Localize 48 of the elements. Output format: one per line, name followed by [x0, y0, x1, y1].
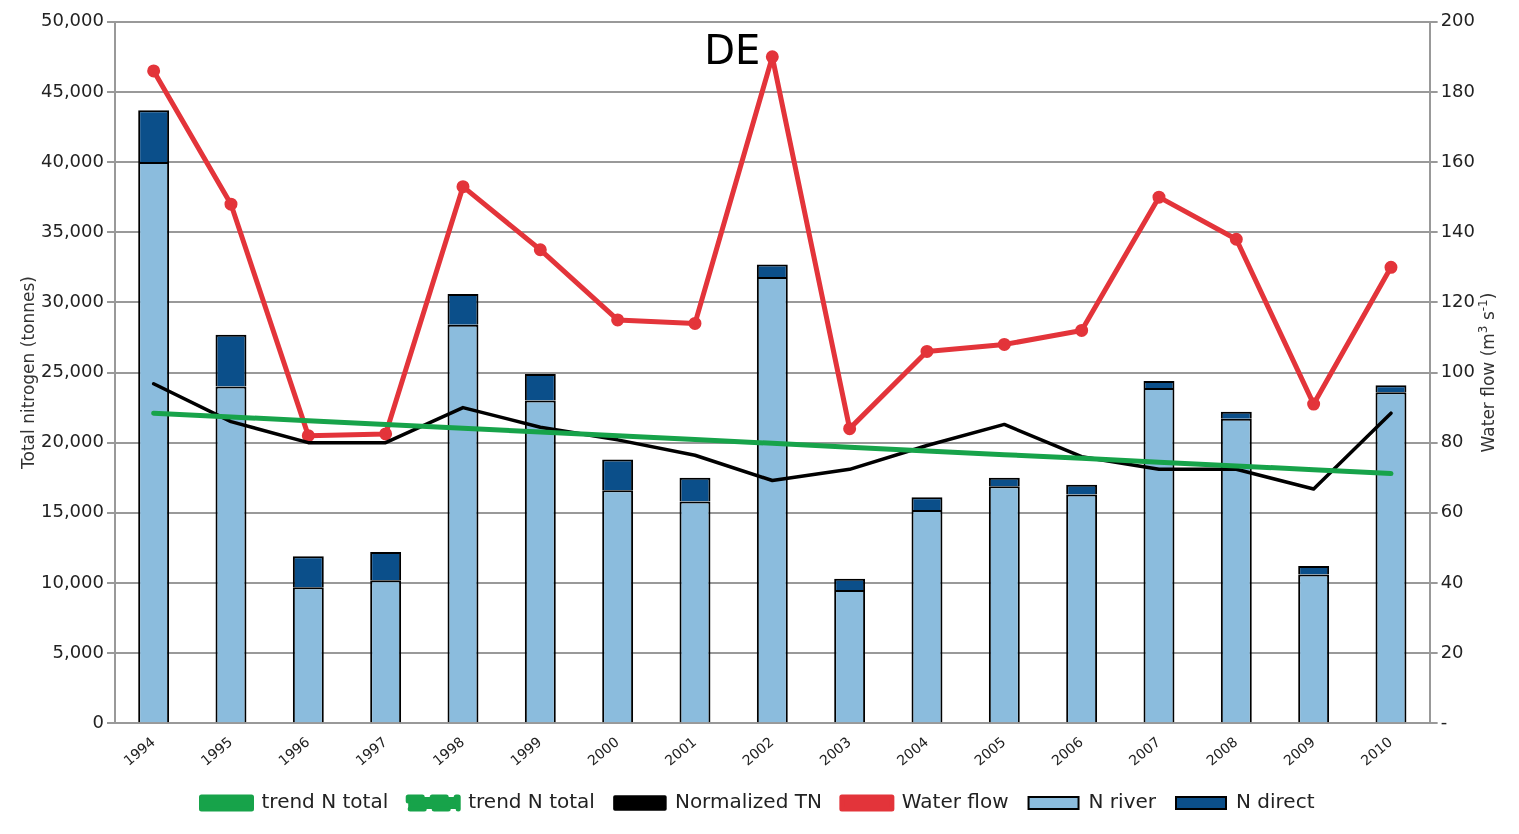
- point: [611, 313, 625, 327]
- y2-tick-label: 100: [1440, 360, 1475, 382]
- point: [1229, 232, 1243, 246]
- point: [533, 243, 547, 257]
- legend-label: Water flow: [901, 789, 1009, 814]
- y-tick-label: 50,000: [41, 9, 104, 31]
- point: [997, 337, 1011, 351]
- y-tick-label: 35,000: [41, 219, 104, 241]
- y-tick-label: 40,000: [41, 149, 104, 171]
- legend-label: N river: [1088, 789, 1157, 814]
- y-tick-label: 15,000: [41, 500, 104, 522]
- legend-label: Normalized TN: [674, 789, 822, 814]
- y-tick-label: 10,000: [41, 570, 104, 592]
- legend-label: N direct: [1236, 789, 1315, 814]
- point: [224, 197, 238, 211]
- point: [920, 344, 934, 358]
- y2-axis-title: Water flow (m3 s-1): [1476, 292, 1499, 453]
- y2-tick-label: 140: [1440, 219, 1475, 241]
- point: [1152, 190, 1166, 204]
- y-axis-title: Total nitrogen (tonnes): [18, 276, 39, 470]
- legend-label: trend N total: [261, 789, 389, 814]
- y2-tick-label: 200: [1440, 9, 1475, 31]
- legend-label: trend N total: [468, 789, 595, 814]
- point: [1075, 323, 1089, 337]
- chart-title: DE: [704, 27, 761, 74]
- y2-tick-label: 180: [1440, 79, 1475, 101]
- y2-tick-label: 20: [1440, 640, 1464, 662]
- y-tick-label: 0: [92, 710, 104, 732]
- point: [1307, 397, 1321, 411]
- point: [765, 50, 779, 64]
- y2-tick-label: -: [1440, 710, 1448, 732]
- y2-tick-label: 40: [1440, 570, 1464, 592]
- point: [379, 427, 393, 441]
- y2-tick-label: 60: [1440, 500, 1464, 522]
- y-tick-label: 30,000: [41, 290, 104, 312]
- point: [1384, 260, 1398, 274]
- y2-tick-label: 80: [1440, 430, 1464, 452]
- point: [843, 422, 857, 436]
- point: [456, 180, 470, 194]
- point: [301, 429, 315, 443]
- y-tick-label: 45,000: [41, 79, 104, 101]
- y2-tick-label: 120: [1440, 290, 1475, 312]
- y-tick-label: 5,000: [52, 640, 104, 662]
- y2-tick-label: 160: [1440, 149, 1475, 171]
- y-tick-label: 20,000: [41, 430, 104, 452]
- point: [688, 316, 702, 330]
- y-tick-label: 25,000: [41, 360, 104, 382]
- point: [147, 64, 161, 78]
